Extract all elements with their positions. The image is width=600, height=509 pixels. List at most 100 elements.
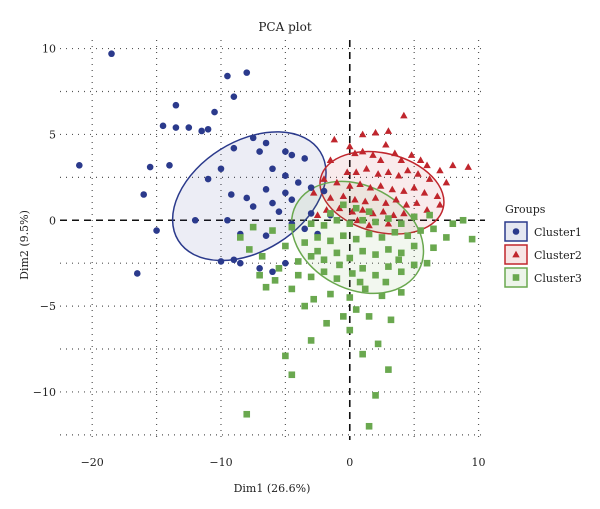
point-cluster1 [204, 175, 212, 183]
point-cluster1 [288, 196, 296, 203]
y-tick-label: 5 [49, 128, 56, 141]
point-cluster2 [348, 207, 357, 215]
point-cluster3 [336, 261, 343, 269]
point-cluster3 [352, 235, 360, 243]
point-cluster1 [204, 125, 212, 133]
x-tick-label: 10 [472, 456, 486, 469]
point-cluster3 [365, 422, 373, 430]
point-cluster2 [400, 209, 408, 217]
point-cluster2 [397, 156, 406, 164]
point-cluster1 [140, 191, 148, 198]
point-cluster3 [237, 234, 244, 241]
point-cluster3 [385, 246, 392, 253]
point-cluster3 [243, 410, 251, 418]
point-cluster2 [384, 168, 393, 176]
point-cluster1 [191, 216, 199, 224]
point-cluster1 [275, 208, 283, 215]
point-cluster1 [230, 256, 238, 264]
legend-item-cluster3: Cluster3 [504, 267, 582, 288]
y-tick-label: 10 [42, 43, 56, 56]
point-cluster3 [282, 242, 289, 250]
point-cluster3 [365, 230, 373, 238]
point-cluster3 [282, 352, 289, 360]
point-cluster2 [392, 195, 400, 203]
point-cluster3 [307, 337, 315, 344]
point-cluster3 [327, 290, 334, 298]
point-cluster3 [333, 249, 341, 257]
point-cluster1 [133, 270, 141, 277]
point-cluster3 [410, 261, 418, 269]
y-axis-title: Dim2 (9.5%) [18, 210, 31, 280]
point-cluster2 [326, 156, 335, 164]
point-cluster2 [436, 201, 444, 208]
point-cluster3 [320, 222, 328, 229]
point-cluster3 [410, 213, 418, 221]
point-cluster2 [433, 192, 442, 200]
point-cluster3 [333, 275, 341, 282]
point-cluster3 [271, 277, 279, 284]
point-cluster1 [227, 191, 235, 198]
point-cluster1 [185, 124, 193, 131]
point-cluster2 [376, 156, 385, 164]
point-cluster2 [400, 187, 408, 194]
point-cluster3 [417, 227, 424, 234]
point-cluster3 [307, 220, 315, 227]
point-cluster1 [159, 122, 167, 130]
point-cluster2 [333, 178, 341, 186]
point-cluster2 [320, 175, 328, 182]
point-cluster1 [224, 216, 231, 224]
point-cluster3 [340, 201, 347, 209]
point-cluster1 [282, 189, 289, 197]
point-cluster3 [249, 223, 257, 231]
legend-item-cluster2: Cluster2 [504, 244, 582, 265]
point-cluster2 [436, 166, 444, 174]
point-cluster1 [320, 187, 328, 195]
point-cluster3 [346, 254, 354, 262]
point-cluster1 [198, 127, 205, 135]
point-cluster3 [352, 204, 360, 212]
point-cluster2 [369, 151, 377, 158]
point-cluster2 [416, 156, 425, 164]
legend-label: Cluster2 [534, 249, 582, 262]
point-cluster3 [307, 273, 315, 281]
point-cluster3 [359, 350, 366, 358]
y-tick-label: 0 [49, 214, 56, 227]
point-cluster3 [262, 283, 270, 291]
point-cluster3 [372, 251, 379, 258]
point-cluster3 [443, 234, 450, 241]
point-cluster2 [335, 204, 344, 212]
point-cluster2 [388, 185, 396, 193]
point-cluster2 [413, 199, 421, 206]
point-cluster1 [217, 258, 225, 265]
point-cluster3 [378, 292, 386, 300]
x-axis-title: Dim1 (26.6%) [234, 482, 311, 495]
point-cluster3 [346, 294, 354, 301]
point-cluster3 [349, 270, 356, 277]
point-cluster3 [430, 244, 437, 252]
point-cluster1 [301, 155, 308, 162]
point-cluster2 [379, 207, 387, 215]
point-cluster2 [361, 197, 369, 205]
point-cluster3 [359, 265, 366, 272]
point-cluster2 [442, 178, 451, 186]
y-tick-label: −10 [33, 386, 56, 399]
legend-label: Cluster1 [534, 226, 582, 239]
point-cluster3 [258, 253, 266, 260]
point-cluster2 [449, 161, 457, 169]
legend-label: Cluster3 [534, 272, 582, 285]
point-cluster3 [327, 210, 334, 217]
point-cluster1 [230, 93, 238, 100]
point-cluster3 [397, 289, 405, 296]
legend-items: Cluster1 Cluster2 Cluster3 [504, 221, 582, 288]
point-cluster3 [288, 371, 296, 379]
point-cluster3 [307, 253, 315, 260]
point-cluster1 [172, 101, 180, 109]
legend-marker [512, 228, 520, 235]
point-cluster1 [282, 172, 289, 179]
point-cluster1 [301, 225, 308, 233]
point-cluster2 [346, 142, 354, 150]
legend-item-cluster1: Cluster1 [504, 221, 582, 242]
point-cluster3 [320, 268, 328, 276]
point-cluster1 [249, 203, 257, 210]
